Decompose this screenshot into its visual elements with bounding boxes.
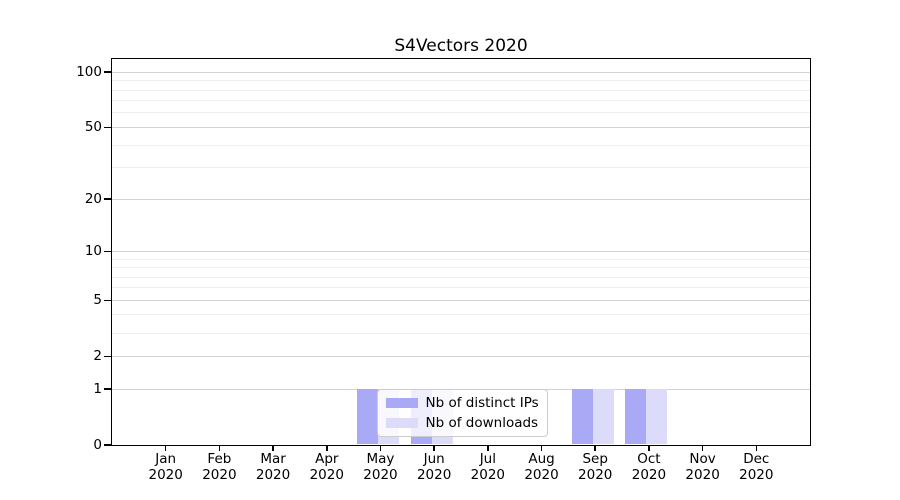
x-tick-mark-nov: [701, 446, 704, 451]
x-tick-mark-may: [379, 446, 382, 451]
gridline-minor-80: [111, 89, 810, 91]
x-tick-month: May: [366, 451, 395, 467]
x-tick-mark-aug: [540, 446, 543, 451]
bar-distinct-ips-may: [356, 388, 378, 445]
x-tick-mark-feb: [218, 446, 221, 451]
x-tick-mark-oct: [648, 446, 650, 451]
bar-distinct-ips-sep: [571, 388, 593, 445]
x-tick-year: 2020: [524, 466, 559, 483]
x-tick-month: Apr: [315, 451, 339, 467]
x-tick-label-mar: Mar 2020: [241, 451, 305, 483]
x-tick-month: Feb: [207, 451, 232, 467]
y-tick-label-5: 5: [93, 292, 102, 309]
x-tick-year: 2020: [578, 466, 613, 483]
x-tick-year: 2020: [739, 466, 774, 483]
y-tick-label-10: 10: [84, 243, 102, 260]
legend-swatch-distinct-ips: [385, 397, 418, 408]
legend-item-downloads: Nb of downloads: [385, 414, 539, 431]
x-tick-mark-mar: [272, 446, 274, 451]
x-tick-label-aug: Aug 2020: [510, 451, 574, 483]
y-tick-label-2: 2: [93, 348, 102, 365]
y-tick-label-0: 0: [93, 437, 102, 453]
gridline-minor-3: [111, 332, 810, 334]
legend-label-distinct-ips: Nb of distinct IPs: [425, 394, 539, 411]
bar-downloads-sep: [592, 388, 614, 445]
gridline-minor-70: [111, 100, 810, 102]
x-tick-year: 2020: [470, 466, 506, 483]
bar-layer: [112, 59, 810, 445]
gridline-minor-30: [111, 167, 810, 169]
gridline-major-100: [111, 71, 810, 73]
y-tick-label-50: 50: [84, 119, 102, 136]
gridline-major-10: [111, 250, 810, 252]
x-tick-mark-jan: [164, 446, 167, 451]
x-tick-year: 2020: [685, 466, 720, 483]
x-tick-label-oct: Oct 2020: [617, 451, 681, 483]
x-tick-mark-dec: [755, 446, 758, 451]
x-tick-month: Sep: [582, 451, 608, 467]
x-tick-month: Jul: [479, 451, 496, 467]
gridline-minor-40: [111, 144, 810, 146]
x-tick-year: 2020: [631, 466, 667, 483]
gridline-minor-8: [111, 267, 810, 268]
bar-downloads-oct: [646, 388, 668, 445]
bar-distinct-ips-oct: [625, 388, 647, 445]
x-tick-month: Nov: [689, 451, 716, 467]
x-tick-month: Aug: [528, 451, 555, 467]
legend-swatch-downloads: [385, 417, 418, 428]
x-tick-year: 2020: [416, 466, 452, 483]
gridline-minor-4: [111, 314, 810, 316]
x-tick-year: 2020: [148, 466, 183, 483]
gridline-major-20: [111, 198, 810, 200]
legend-item-distinct-ips: Nb of distinct IPs: [385, 394, 539, 411]
gridline-minor-7: [111, 276, 810, 278]
gridline-minor-60: [111, 112, 810, 114]
gridline-minor-90: [111, 80, 810, 82]
gridline-major-5: [111, 299, 810, 301]
plot-area: Nb of distinct IPs Nb of downloads: [110, 57, 811, 446]
x-tick-year: 2020: [255, 466, 291, 483]
x-tick-label-may: May 2020: [348, 451, 412, 483]
gridline-minor-9: [111, 258, 810, 260]
x-tick-mark-jun: [433, 446, 435, 451]
x-tick-label-dec: Dec 2020: [724, 451, 788, 483]
x-tick-mark-jul: [487, 446, 489, 451]
x-tick-month: Oct: [637, 451, 661, 467]
x-tick-year: 2020: [202, 466, 237, 483]
x-tick-month: Dec: [743, 451, 770, 467]
legend-label-downloads: Nb of downloads: [425, 414, 539, 431]
x-tick-label-feb: Feb 2020: [187, 451, 251, 483]
x-tick-label-jun: Jun 2020: [402, 451, 466, 483]
x-tick-label-sep: Sep 2020: [563, 451, 627, 483]
x-tick-label-jul: Jul 2020: [456, 451, 520, 483]
y-tick-label-100: 100: [76, 64, 102, 81]
legend: Nb of distinct IPs Nb of downloads: [376, 388, 548, 437]
x-tick-label-jan: Jan 2020: [134, 451, 198, 483]
x-tick-year: 2020: [363, 466, 398, 483]
x-tick-month: Mar: [260, 451, 286, 467]
y-tick-label-20: 20: [84, 191, 102, 208]
gridline-major-2: [111, 355, 810, 357]
x-tick-label-nov: Nov 2020: [671, 451, 735, 483]
x-tick-mark-sep: [594, 446, 596, 451]
x-tick-month: Jan: [155, 451, 177, 467]
chart-title: S4Vectors 2020: [394, 36, 528, 56]
x-tick-month: Jun: [423, 451, 445, 467]
gridline-minor-6: [111, 287, 810, 289]
x-tick-label-apr: Apr 2020: [295, 451, 359, 483]
x-tick-year: 2020: [309, 466, 344, 483]
gridline-major-50: [111, 126, 810, 129]
y-tick-label-1: 1: [93, 381, 102, 397]
x-tick-mark-apr: [326, 446, 328, 451]
